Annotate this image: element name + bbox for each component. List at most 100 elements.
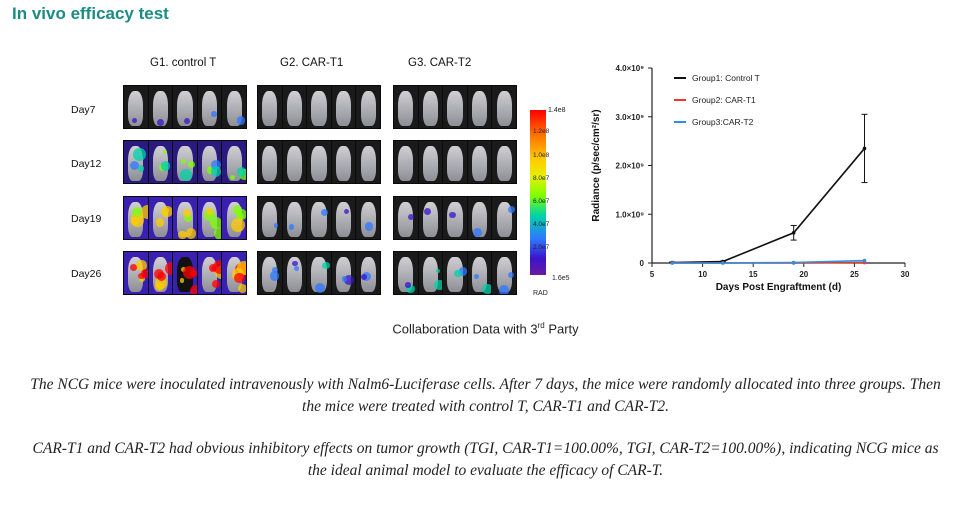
page-title: In vivo efficacy test [12,4,169,23]
signal-spot [131,216,140,226]
data-point [670,261,675,265]
x-axis-label: Days Post Engraftment (d) [716,282,842,293]
signal-spot [364,222,374,232]
mouse-image [124,86,148,128]
data-point [862,258,867,263]
y-tick-label: 3.0×10⁹ [616,113,645,122]
colorbar-tick-3: 8.0e7 [533,175,550,182]
signal-spot [236,260,246,275]
signal-spot [210,111,217,118]
mouse-image [331,141,356,183]
signal-spot [203,209,216,221]
mouse-image [173,86,197,128]
signal-spot [131,206,143,218]
mouse-image [148,197,173,239]
signal-spot [206,165,215,174]
mouse-image [124,141,148,183]
signal-spot [183,265,197,279]
mouse-image [258,86,282,128]
mouse-image [197,197,222,239]
signal-spot [454,269,462,278]
mouse-image [356,197,380,239]
signal-spot [155,218,165,227]
description-paragraph-1: The NCG mice were inoculated intravenous… [30,376,941,415]
mouse-image [418,252,443,294]
data-point [791,260,796,265]
mouse-image [443,197,467,239]
imaging-panel-g1-day2 [123,140,247,184]
signal-spot [406,284,415,293]
signal-spot [188,161,196,169]
signal-spot [344,208,350,214]
mouse-image [258,197,282,239]
mouse-image [307,252,331,294]
colorbar-tick-5: 4.0e7 [533,221,550,228]
signal-spot [238,283,246,294]
mouse-image [331,197,356,239]
signal-spot [210,166,222,177]
mouse-image [443,86,467,128]
mouse-image [443,141,467,183]
signal-spot [344,275,355,286]
mouse-image [197,86,222,128]
signal-spot [183,213,192,223]
mouse-image [331,86,356,128]
signal-spot [498,285,510,294]
mouse-image [222,252,246,294]
imaging-panel-g2-day2 [257,140,381,184]
signal-spot [137,165,145,172]
y-tick-label: 0 [640,259,645,268]
imaging-panel-g3-day4 [393,251,517,295]
mouse-image [356,141,380,183]
signal-spot [408,214,415,220]
x-tick-label: 30 [901,270,910,279]
signal-spot [449,211,456,218]
signal-spot [424,207,432,216]
mouse-image [356,86,380,128]
mouse-image [258,252,282,294]
signal-spot [156,118,165,126]
legend-label-1: Group1: Control T [692,73,760,83]
colorbar-max-label: 1.4e8 [548,107,566,114]
imaging-panel-g2-day1 [257,85,381,129]
mouse-image [467,141,492,183]
signal-spot [161,205,173,218]
mouse-image [418,197,443,239]
mouse-image [394,86,418,128]
signal-spot [178,230,187,239]
mouse-image [222,86,246,128]
data-point [721,261,725,265]
mouse-image [492,252,516,294]
x-tick-label: 20 [799,270,808,279]
signal-spot [179,278,184,283]
row-label-day19: Day19 [71,213,102,225]
mouse-image [307,197,331,239]
mouse-image [418,86,443,128]
signal-spot [130,263,137,271]
signal-spot [458,266,467,276]
legend-label-2: Group2: CAR-T1 [692,95,756,105]
signal-spot [236,115,246,125]
signal-spot [433,279,443,291]
signal-spot [322,262,330,270]
signal-spot [182,209,192,218]
signal-spot [164,261,173,276]
imaging-panel-g2-day3 [257,196,381,240]
x-tick-label: 25 [850,270,859,279]
caption-text-end: Party [544,321,579,337]
signal-spot [405,282,411,288]
signal-spot [507,205,515,214]
signal-spot [239,214,244,219]
chart-svg: 0 1.0×10⁹ 2.0×10⁹ 3.0×10⁹ 4.0×10⁹ 5 10 15 20 25 30… [591,64,910,293]
colorbar-tick-2: 1.0e8 [533,152,550,159]
series-line-1 [672,147,866,264]
signal-spot [210,217,222,229]
imaging-panel-g1-day1 [123,85,247,129]
group-header-g3: G3. CAR-T2 [408,57,472,69]
row-label-day7: Day7 [71,104,96,116]
mouse-image [492,197,516,239]
signal-spot [209,263,218,273]
mouse-image [282,252,307,294]
mouse-image [222,141,246,183]
caption-sup: rd [537,321,545,330]
